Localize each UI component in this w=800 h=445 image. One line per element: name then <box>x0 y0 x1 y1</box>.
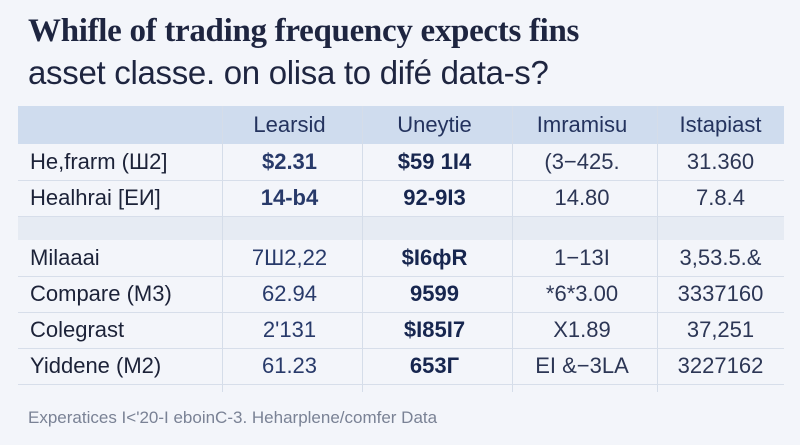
column-header: Learsid <box>253 112 326 137</box>
table-cell: 3227162 <box>677 353 764 378</box>
table-cell: 3,53.5.& <box>679 245 762 270</box>
table-cell: 7.8.4 <box>696 185 745 210</box>
table-cell: 653Г <box>409 353 460 378</box>
table-row: Healhrai [ЕИ] 14-b4 92-9I3 14.80 7.8.4 <box>18 180 784 217</box>
title-line-1: Whifle of trading frequency expects fins <box>28 13 580 49</box>
table-row: Milaaai 7Ш2,22 $I6фR 1−13I 3,53.5.& <box>18 240 784 277</box>
column-divider <box>362 106 363 392</box>
table-cell: $I6фR <box>401 245 468 270</box>
table-cell: 1−13I <box>554 245 610 270</box>
table-cell: 31.360 <box>686 149 755 174</box>
table-cell: $I85I7 <box>403 317 466 342</box>
data-table: Learsid Uneytie Imramisu Istapiast He,fr… <box>12 100 788 398</box>
column-divider <box>222 106 223 392</box>
row-group-separator <box>18 216 784 240</box>
column-header: Istapiast <box>679 112 762 137</box>
table-cell: *6*3.00 <box>545 281 619 306</box>
table-row: Colegrast 2'131 $I85I7 X1.89 37,251 <box>18 312 784 349</box>
row-label: Yiddene (M2) <box>30 353 162 378</box>
row-label: Compare (M3) <box>30 281 172 306</box>
chart-title: Whifle of trading frequency expects fins… <box>28 10 788 94</box>
table-cell: 2'131 <box>262 317 317 342</box>
table-cell: X1.89 <box>553 317 611 342</box>
table-cell: $59 1I4 <box>397 149 472 174</box>
table-cell: 9599 <box>410 281 459 306</box>
row-label: He,frarm (Ш2] <box>30 149 168 174</box>
table-cell: 92-9I3 <box>403 185 466 210</box>
row-label: Milaaai <box>30 245 100 270</box>
table-cell: 37,251 <box>686 317 755 342</box>
table-cell: 3337160 <box>677 281 764 306</box>
table-cell: 62.94 <box>261 281 318 306</box>
table-header-band <box>18 106 784 144</box>
row-label: Colegrast <box>30 317 125 342</box>
table-cell: 61.23 <box>261 353 318 378</box>
row-label: Healhrai [ЕИ] <box>30 185 161 210</box>
table-cell: 7Ш2,22 <box>251 245 328 270</box>
column-header: Imramisu <box>536 112 628 137</box>
column-divider <box>657 106 658 392</box>
table-cell: $2.31 <box>261 149 318 174</box>
table-row: Yiddene (M2) 61.23 653Г ЕI &−3LA 3227162 <box>18 348 784 385</box>
table-cell: (3−425. <box>544 149 620 174</box>
column-divider <box>512 106 513 392</box>
column-header: Uneytie <box>397 112 472 137</box>
table-cell: ЕI &−3LA <box>535 353 629 378</box>
table-row: He,frarm (Ш2] $2.31 $59 1I4 (3−425. 31.3… <box>18 144 784 181</box>
table-cell: 14.80 <box>554 185 610 210</box>
source-footnote: Experatices I<'20-I eboinC-3. Heharplene… <box>28 408 438 427</box>
table-row: Compare (M3) 62.94 9599 *6*3.00 3337160 <box>18 276 784 313</box>
table-cell: 14-b4 <box>260 185 319 210</box>
title-line-2: asset classe. on olisa to difé data-s? <box>28 54 549 91</box>
